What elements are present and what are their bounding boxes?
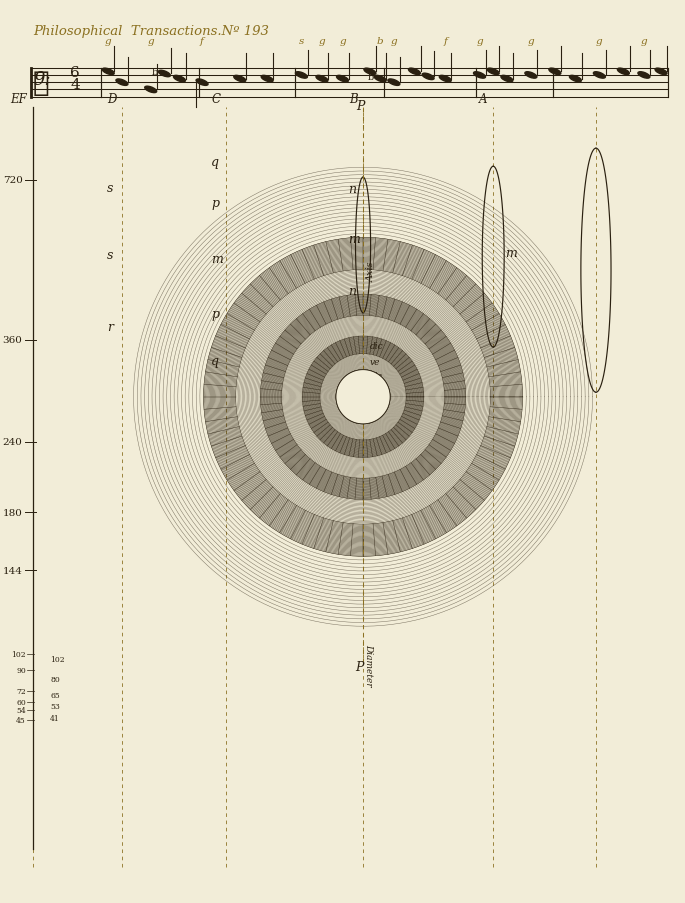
- Text: r: r: [107, 321, 113, 333]
- Text: f: f: [200, 37, 204, 46]
- Ellipse shape: [549, 69, 561, 76]
- Ellipse shape: [569, 76, 582, 83]
- Text: C: C: [212, 93, 221, 106]
- Text: s: s: [107, 182, 113, 194]
- Text: q: q: [211, 355, 219, 368]
- Text: m: m: [348, 233, 360, 246]
- Text: b: b: [377, 37, 384, 46]
- Text: 90: 90: [16, 666, 26, 674]
- Text: 54: 54: [16, 707, 26, 714]
- Text: 9:: 9:: [34, 70, 51, 88]
- Text: m: m: [506, 247, 517, 259]
- Text: 65: 65: [50, 692, 60, 699]
- Ellipse shape: [336, 76, 349, 83]
- Text: g: g: [476, 37, 483, 46]
- Ellipse shape: [173, 76, 186, 83]
- Text: 41: 41: [50, 714, 60, 721]
- Text: 𝄢: 𝄢: [33, 70, 49, 97]
- Text: 102: 102: [12, 651, 26, 658]
- Text: s: s: [107, 249, 113, 262]
- Text: g: g: [390, 37, 397, 46]
- Text: D: D: [107, 93, 116, 106]
- Text: g: g: [339, 37, 346, 46]
- Ellipse shape: [145, 87, 157, 94]
- Text: 6: 6: [71, 66, 80, 80]
- Ellipse shape: [234, 76, 246, 83]
- Text: n: n: [348, 284, 356, 297]
- Text: g: g: [319, 37, 325, 46]
- Text: Philosophical  Transactions.Nº 193: Philosophical Transactions.Nº 193: [33, 25, 269, 38]
- Text: b: b: [152, 68, 158, 77]
- Ellipse shape: [388, 79, 400, 87]
- Text: 53: 53: [50, 703, 60, 710]
- Text: Axis: Axis: [366, 261, 376, 281]
- Text: g: g: [596, 37, 603, 46]
- Text: dic: dic: [370, 341, 384, 350]
- Text: 60: 60: [16, 699, 26, 706]
- Text: 45: 45: [16, 717, 26, 724]
- Ellipse shape: [374, 76, 386, 83]
- Text: p: p: [211, 308, 219, 321]
- Ellipse shape: [261, 76, 273, 83]
- Text: g: g: [640, 37, 647, 46]
- Text: 72: 72: [16, 687, 26, 694]
- Text: 180: 180: [3, 508, 23, 517]
- Text: 80: 80: [50, 675, 60, 683]
- Ellipse shape: [487, 69, 499, 76]
- Polygon shape: [336, 370, 390, 424]
- Ellipse shape: [316, 76, 328, 83]
- Text: 360: 360: [3, 336, 23, 345]
- Text: B: B: [349, 93, 358, 106]
- Text: p: p: [211, 197, 219, 209]
- Text: A: A: [479, 93, 488, 106]
- Ellipse shape: [196, 79, 208, 87]
- Ellipse shape: [116, 79, 128, 87]
- Ellipse shape: [525, 72, 537, 79]
- Ellipse shape: [102, 69, 114, 76]
- Text: m: m: [211, 253, 223, 265]
- Text: g: g: [527, 37, 534, 46]
- Text: 4: 4: [71, 78, 80, 92]
- Text: n: n: [348, 183, 356, 196]
- Ellipse shape: [439, 76, 451, 83]
- Text: 720: 720: [3, 176, 23, 185]
- Ellipse shape: [501, 76, 513, 83]
- Text: P: P: [356, 100, 364, 113]
- Ellipse shape: [364, 69, 376, 76]
- Text: g: g: [105, 37, 112, 46]
- Text: ve: ve: [370, 358, 380, 367]
- Text: q: q: [211, 156, 219, 169]
- Ellipse shape: [617, 69, 630, 76]
- Ellipse shape: [408, 69, 421, 76]
- Ellipse shape: [158, 71, 171, 78]
- Text: Re: Re: [370, 371, 382, 380]
- Ellipse shape: [295, 72, 308, 79]
- Polygon shape: [336, 370, 390, 424]
- Text: s: s: [299, 37, 304, 46]
- Ellipse shape: [473, 72, 486, 79]
- Ellipse shape: [422, 74, 434, 80]
- Text: f: f: [443, 37, 447, 46]
- Text: 240: 240: [3, 438, 23, 447]
- Text: Diameter: Diameter: [364, 643, 373, 685]
- Ellipse shape: [593, 72, 606, 79]
- Text: g: g: [147, 37, 154, 46]
- Text: b: b: [368, 73, 374, 82]
- Text: 144: 144: [3, 566, 23, 575]
- Text: P: P: [355, 660, 363, 673]
- Text: 102: 102: [50, 656, 64, 663]
- Text: EF: EF: [11, 93, 27, 106]
- Ellipse shape: [638, 72, 650, 79]
- Ellipse shape: [655, 69, 667, 76]
